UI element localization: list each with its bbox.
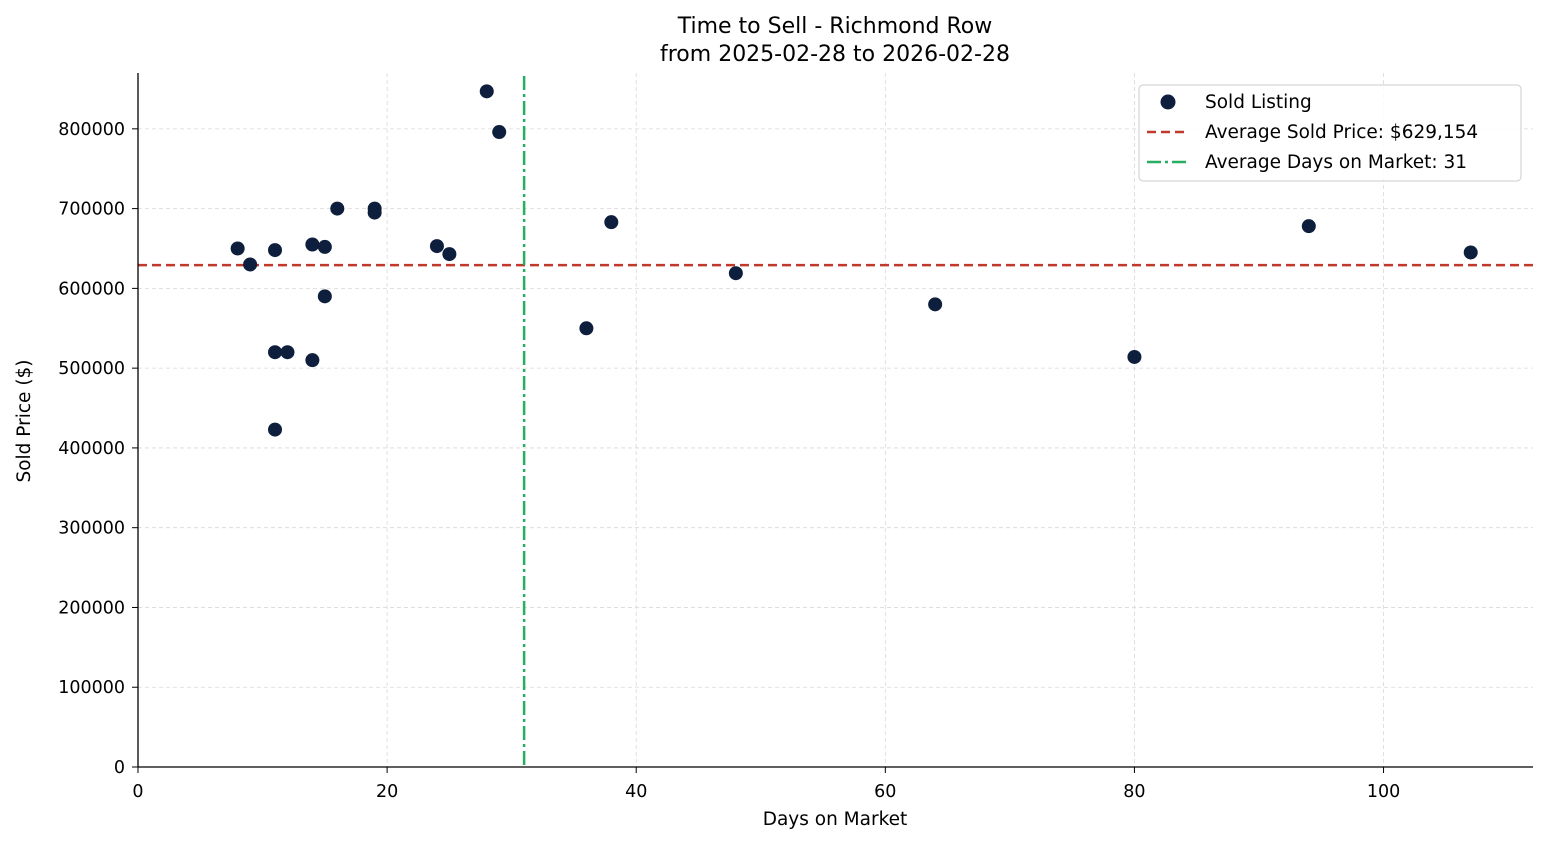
y-tick-label: 800000 bbox=[58, 120, 125, 140]
y-axis-label: Sold Price ($) bbox=[14, 359, 35, 482]
sold-listing-point bbox=[728, 266, 743, 281]
x-tick-label: 40 bbox=[625, 782, 647, 802]
legend-marker-sold-listing bbox=[1160, 94, 1176, 110]
x-tick-label: 0 bbox=[132, 782, 143, 802]
ticks: 0 20 40 60 80 100 0 100000 200000 300000 400000 500… bbox=[58, 120, 1400, 802]
axes bbox=[137, 73, 1533, 768]
legend-label-sold-listing: Sold Listing bbox=[1205, 92, 1312, 113]
sold-listing-point bbox=[268, 345, 283, 360]
reference-lines bbox=[138, 76, 1533, 767]
sold-listing-point bbox=[305, 353, 320, 368]
sold-listing-point bbox=[280, 345, 295, 360]
legend-box bbox=[1138, 84, 1522, 182]
y-tick-label: 300000 bbox=[58, 519, 125, 539]
legend-label-avg-days: Average Days on Market: 31 bbox=[1205, 152, 1467, 173]
x-tick-label: 100 bbox=[1367, 782, 1400, 802]
y-tick-label: 500000 bbox=[58, 359, 125, 379]
sold-listing-point bbox=[429, 239, 444, 254]
y-tick-label: 100000 bbox=[58, 678, 125, 698]
sold-listing-point bbox=[243, 257, 258, 272]
x-tick-label: 80 bbox=[1123, 782, 1145, 802]
sold-listing-point bbox=[1463, 245, 1478, 260]
x-axis-label: Days on Market bbox=[763, 809, 908, 830]
sold-listing-point bbox=[579, 321, 594, 336]
sold-listing-point bbox=[268, 422, 283, 437]
y-tick-label: 400000 bbox=[58, 439, 125, 459]
sold-listing-point bbox=[367, 205, 382, 220]
x-tick-label: 20 bbox=[376, 782, 398, 802]
scatter-points bbox=[230, 84, 1478, 437]
chart-title: Time to Sell - Richmond Row bbox=[677, 14, 993, 39]
sold-listing-point bbox=[442, 247, 457, 262]
y-tick-label: 700000 bbox=[58, 200, 125, 220]
sold-listing-point bbox=[317, 239, 332, 254]
chart-subtitle: from 2025-02-28 to 2026-02-28 bbox=[660, 42, 1010, 67]
y-tick-label: 0 bbox=[114, 758, 125, 778]
sold-listing-point bbox=[330, 201, 345, 216]
y-tick-label: 600000 bbox=[58, 279, 125, 299]
legend: Sold Listing Average Sold Price: $629,15… bbox=[1138, 84, 1522, 182]
sold-listing-point bbox=[1127, 349, 1142, 364]
sold-listing-point bbox=[305, 237, 320, 252]
sold-listing-point bbox=[492, 125, 507, 140]
legend-label-avg-price: Average Sold Price: $629,154 bbox=[1205, 122, 1478, 143]
sold-listing-point bbox=[928, 297, 943, 312]
y-tick-label: 200000 bbox=[58, 598, 125, 618]
sold-listing-point bbox=[268, 243, 283, 258]
sold-listing-point bbox=[479, 84, 494, 99]
sold-listing-point bbox=[317, 289, 332, 304]
sold-listing-point bbox=[1301, 219, 1316, 234]
x-tick-label: 60 bbox=[874, 782, 896, 802]
sold-listing-point bbox=[604, 215, 619, 230]
sold-listing-point bbox=[230, 241, 245, 256]
